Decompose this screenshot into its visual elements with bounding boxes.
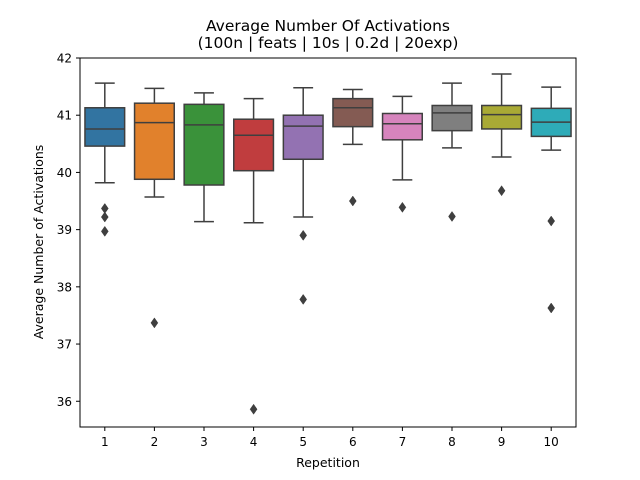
- x-tick-label: 3: [200, 435, 208, 449]
- y-axis-title: Average Number of Activations: [31, 145, 46, 340]
- x-tick-label: 5: [299, 435, 307, 449]
- outlier-point: [100, 211, 109, 223]
- x-tick-label: 8: [448, 435, 456, 449]
- x-axis-title: Repetition: [296, 455, 360, 470]
- y-tick-label: 40: [57, 166, 72, 180]
- y-tick-label: 37: [57, 338, 72, 352]
- outlier-point: [398, 201, 407, 213]
- box-rep-6: [332, 97, 374, 128]
- outlier-point: [547, 215, 556, 227]
- outlier-point: [547, 302, 556, 314]
- box-rep-7: [381, 112, 423, 141]
- x-tick-label: 1: [101, 435, 109, 449]
- outlier-point: [150, 317, 159, 329]
- y-tick-label: 36: [57, 395, 72, 409]
- box-rep-4: [233, 118, 275, 172]
- plot-frame: [79, 57, 577, 428]
- box-rep-2: [133, 102, 175, 181]
- outlier-point: [348, 195, 357, 207]
- y-tick-label: 39: [57, 223, 72, 237]
- outlier-point: [497, 185, 506, 197]
- outlier-point: [299, 293, 308, 305]
- outlier-point: [448, 211, 456, 222]
- box-rep-1: [84, 107, 126, 147]
- outlier-point: [100, 225, 109, 237]
- x-tick-label: 10: [544, 435, 559, 449]
- chart-title: Average Number Of Activations: [206, 17, 450, 35]
- x-tick-label: 4: [250, 435, 258, 449]
- plot-area: 36 37 38 39 40 41 42 1 2 3 4 5 6 7 8 9 10: [57, 52, 577, 449]
- x-tick-label: 7: [399, 435, 407, 449]
- box-rep-8: [431, 104, 473, 132]
- y-tick-label: 38: [57, 280, 72, 294]
- outlier-point: [249, 403, 258, 415]
- x-tick-label: 9: [498, 435, 506, 449]
- box-rep-5: [282, 114, 324, 161]
- y-tick-label: 41: [57, 109, 72, 123]
- x-tick-label: 6: [349, 435, 357, 449]
- box-rep-9: [481, 104, 523, 130]
- box-rep-3: [183, 103, 225, 186]
- y-tick-label: 42: [57, 52, 72, 66]
- x-tick-label: 2: [151, 435, 159, 449]
- chart-subtitle: (100n | feats | 10s | 0.2d | 20exp): [198, 34, 459, 52]
- outlier-point: [299, 229, 308, 241]
